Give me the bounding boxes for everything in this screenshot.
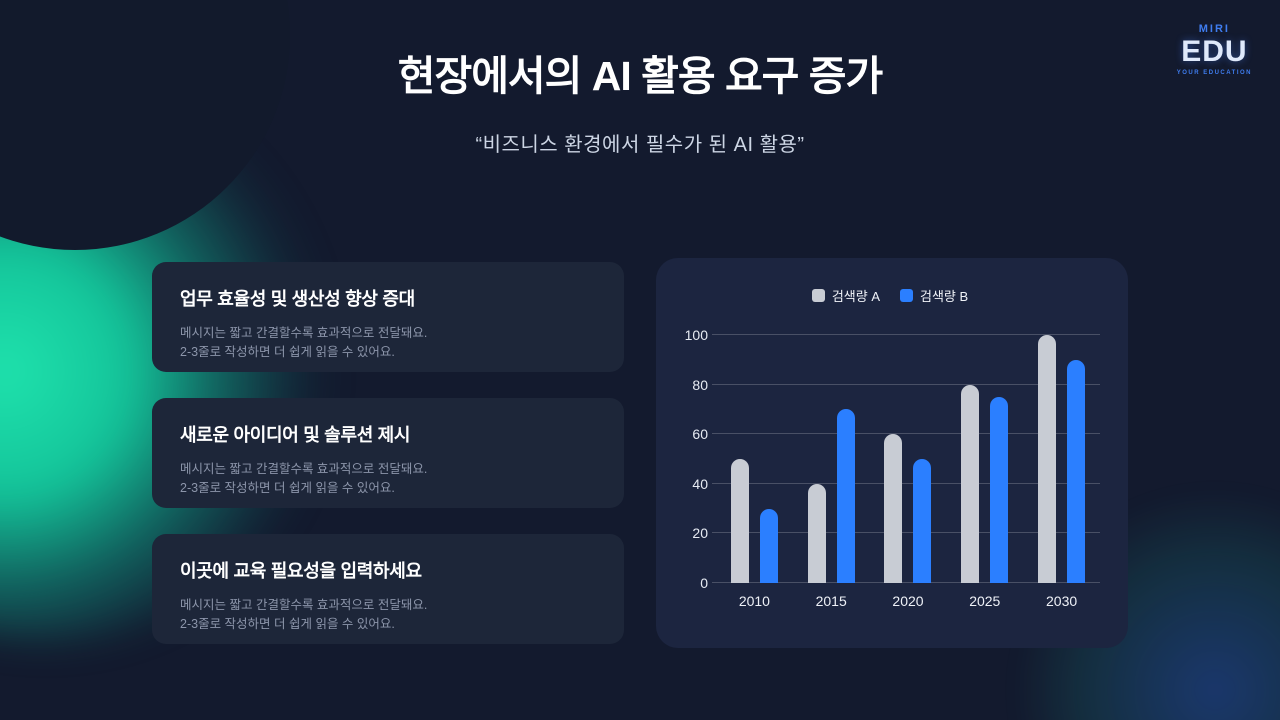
bar-series-1 [990,397,1009,583]
bar-series-1 [913,459,932,583]
logo-sub-text: YOUR EDUCATION [1176,70,1252,76]
chart-card: 검색량 A 검색량 B 0 20 40 60 80 100 2010 2015 2020 202… [656,258,1128,648]
bar-series-0 [1038,335,1057,583]
card-ideas: 새로운 아이디어 및 솔루션 제시 메시지는 짧고 간결할수록 효과적으로 전달… [152,398,624,508]
card-title: 새로운 아이디어 및 솔루션 제시 [180,425,411,445]
bar-series-0 [730,459,749,583]
y-tick-label: 100 [684,327,708,343]
x-axis: 2010 2015 2020 2025 2030 [716,593,1100,609]
gridline [712,433,1100,435]
gridline [712,532,1100,534]
y-tick-label: 80 [692,376,708,393]
y-tick-label: 0 [700,575,708,591]
legend-label-b: 검색량 B [920,289,969,304]
x-tick-label: 2010 [738,593,770,609]
bar-group [1023,335,1100,583]
legend-label-a: 검색량 A [831,289,880,304]
card-title: 이곳에 교육 필요성을 입력하세요 [180,561,422,581]
legend-swatch-a [811,289,825,302]
plot-area [712,334,1100,583]
bar-series-0 [884,434,903,583]
bar-series-0 [807,483,826,583]
x-tick-label: 2020 [892,593,924,609]
card-list: 업무 효율성 및 생산성 향상 증대 메시지는 짧고 간결할수록 효과적으로 전… [152,262,624,644]
x-tick-label: 2030 [1046,593,1078,609]
bar-series-1 [836,409,855,583]
logo-top-text: MIRI [1198,23,1230,35]
y-tick-label: 40 [692,475,708,492]
bar-group [793,335,870,583]
legend-item-series-b: 검색량 B [900,286,968,305]
card-description: 메시지는 짧고 간결할수록 효과적으로 전달돼요. 2-3줄로 작성하면 더 쉽… [180,326,428,360]
y-axis: 0 20 40 60 80 100 [680,327,716,591]
logo-main-text: EDU [1181,35,1248,68]
bar-series-1 [1067,359,1086,583]
bar-group [946,335,1023,583]
page-subtitle: “비즈니스 환경에서 필수가 된 AI 활용” [475,134,805,156]
y-tick-label: 20 [692,525,708,542]
y-tick-label: 60 [692,426,708,443]
page-title: 현장에서의 AI 활용 요구 증가 [397,53,883,99]
card-placeholder: 이곳에 교육 필요성을 입력하세요 메시지는 짧고 간결할수록 효과적으로 전달… [152,534,624,644]
card-productivity: 업무 효율성 및 생산성 향상 증대 메시지는 짧고 간결할수록 효과적으로 전… [152,262,624,372]
card-description: 메시지는 짧고 간결할수록 효과적으로 전달돼요. 2-3줄로 작성하면 더 쉽… [180,598,428,632]
bar-group [870,335,947,583]
gridline [712,383,1100,385]
bar-group [716,335,793,583]
bar-series-0 [961,384,980,583]
gridline [712,582,1100,583]
bar-series-1 [759,508,778,583]
x-tick-label: 2025 [969,593,1001,609]
brand-logo: MIRI EDU YOUR EDUCATION [1176,23,1252,77]
gridline [712,482,1100,484]
chart-legend: 검색량 A 검색량 B [680,286,1100,305]
x-tick-label: 2015 [815,593,847,609]
card-title: 업무 효율성 및 생산성 향상 증대 [180,289,415,309]
legend-swatch-b [900,289,913,302]
legend-item-series-a: 검색량 A [811,286,880,305]
bar-chart: 0 20 40 60 80 100 [680,327,1100,591]
bars-row [716,335,1100,583]
card-description: 메시지는 짧고 간결할수록 효과적으로 전달돼요. 2-3줄로 작성하면 더 쉽… [180,462,428,496]
gridline [712,334,1100,335]
